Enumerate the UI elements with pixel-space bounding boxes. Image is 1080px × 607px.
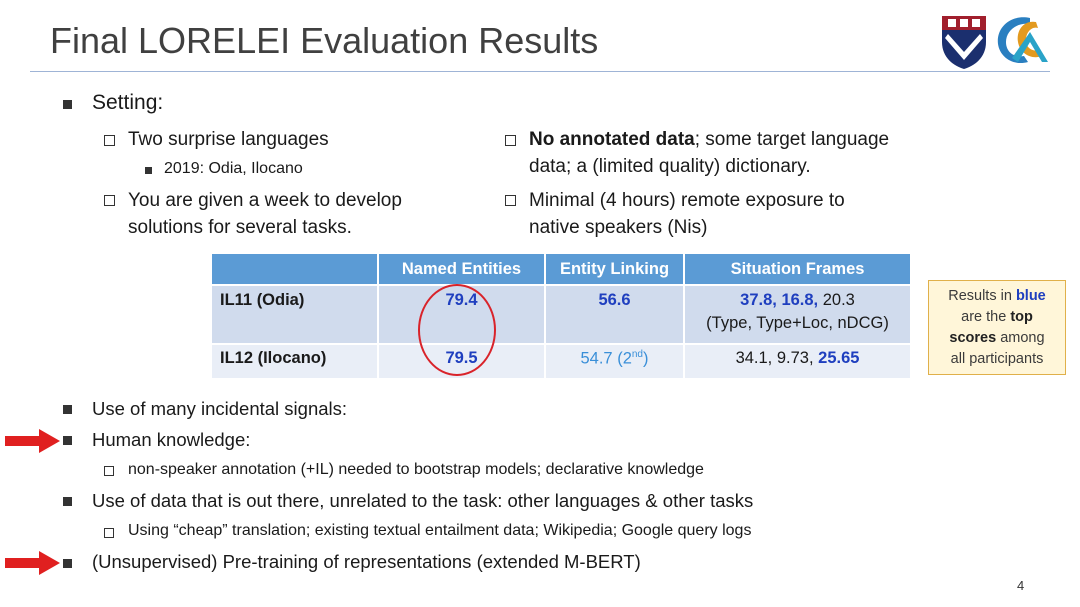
bullet-marker: [63, 497, 72, 506]
callout-text: among: [996, 330, 1045, 346]
highlight-circle: [418, 284, 496, 376]
table-row: IL12 (Ilocano) 79.5 54.7 (2nd) 34.1, 9.7…: [210, 343, 912, 380]
table-header-named-entities: Named Entities: [377, 252, 546, 286]
page-title: Final LORELEI Evaluation Results: [50, 20, 599, 61]
bullet-marker: [145, 167, 152, 174]
odia-entity-linking: 56.6: [544, 284, 685, 345]
title-divider: [30, 71, 1050, 72]
setting-right-2-line2: native speakers (Nis): [529, 217, 708, 238]
table-header-row: Named Entities Entity Linking Situation …: [210, 252, 912, 286]
setting-left-2-line1: You are given a week to develop: [128, 190, 402, 211]
bullet-marker: [63, 100, 72, 109]
bullet-marker: [63, 436, 72, 445]
table-header-empty: [210, 252, 379, 286]
human-knowledge-sub: non-speaker annotation (+IL) needed to b…: [128, 461, 704, 478]
row-label-ilocano: IL12 (Ilocano): [210, 343, 379, 380]
page-number: 4: [1017, 578, 1025, 593]
odia-sf-top-scores: 37.8, 16.8,: [740, 291, 819, 309]
setting-left-1-sub: 2019: Odia, Ilocano: [164, 160, 303, 177]
cogcomp-logo-icon: [997, 17, 1048, 64]
ilocano-el-sup: nd: [631, 349, 643, 360]
callout-text: are the: [961, 309, 1011, 325]
bullet-pretraining: (Unsupervised) Pre-training of represent…: [92, 551, 641, 572]
sub-bullet-marker: [104, 466, 114, 476]
red-arrow-icon: [5, 429, 60, 453]
callout-top-word: top: [1010, 309, 1033, 325]
table-header-entity-linking: Entity Linking: [544, 252, 685, 286]
sub-bullet-marker: [505, 195, 516, 206]
setting-right-1-rest: ; some target language: [694, 129, 890, 150]
setting-left-2-line2: solutions for several tasks.: [128, 217, 352, 238]
ilocano-situation-frames: 34.1, 9.73, 25.65: [683, 343, 912, 380]
ilocano-el-end: ): [643, 349, 649, 368]
use-of-data-sub: Using “cheap” translation; existing text…: [128, 522, 752, 539]
red-arrow-icon: [5, 551, 60, 575]
callout-blue-word: blue: [1015, 288, 1046, 304]
bullet-human-knowledge: Human knowledge:: [92, 429, 251, 450]
setting-left-1: Two surprise languages: [128, 129, 329, 150]
bullet-marker: [63, 405, 72, 414]
setting-right-1-line1: No annotated data; some target language: [529, 126, 889, 153]
odia-situation-frames: 37.8, 16.8, 20.3 (Type, Type+Loc, nDCG): [683, 284, 912, 345]
bullet-incidental-signals: Use of many incidental signals:: [92, 398, 348, 419]
row-label-odia: IL11 (Odia): [210, 284, 379, 345]
callout-text: Results in: [948, 288, 1016, 304]
bullet-use-of-data: Use of data that is out there, unrelated…: [92, 490, 754, 511]
setting-right-2-line1: Minimal (4 hours) remote exposure to: [529, 190, 845, 211]
callout-scores-word: scores: [949, 330, 997, 346]
setting-heading: Setting:: [92, 91, 164, 114]
table-header-situation-frames: Situation Frames: [683, 252, 912, 286]
bullet-marker: [63, 559, 72, 568]
sub-bullet-marker: [104, 135, 115, 146]
sub-bullet-marker: [104, 528, 114, 538]
results-table: Named Entities Entity Linking Situation …: [210, 252, 912, 380]
callout-text: all participants: [950, 351, 1044, 367]
penn-shield-logo-icon: [942, 16, 986, 69]
sub-bullet-marker: [104, 195, 115, 206]
odia-sf-rest: 20.3: [818, 291, 855, 309]
setting-right-1-line2: data; a (limited quality) dictionary.: [529, 156, 811, 177]
results-callout: Results in blue are the top scores among…: [928, 280, 1066, 375]
sub-bullet-marker: [505, 135, 516, 146]
ilocano-sf-top: 25.65: [818, 349, 860, 367]
ilocano-entity-linking: 54.7 (2nd): [544, 343, 685, 380]
odia-sf-note: (Type, Type+Loc, nDCG): [706, 314, 889, 332]
no-annotated-data-label: No annotated data: [529, 129, 695, 150]
table-row: IL11 (Odia) 79.4 56.6 37.8, 16.8, 20.3 (T…: [210, 284, 912, 345]
ilocano-sf-plain: 34.1, 9.73,: [735, 349, 819, 367]
ilocano-el-main: 54.7 (2: [580, 349, 632, 368]
